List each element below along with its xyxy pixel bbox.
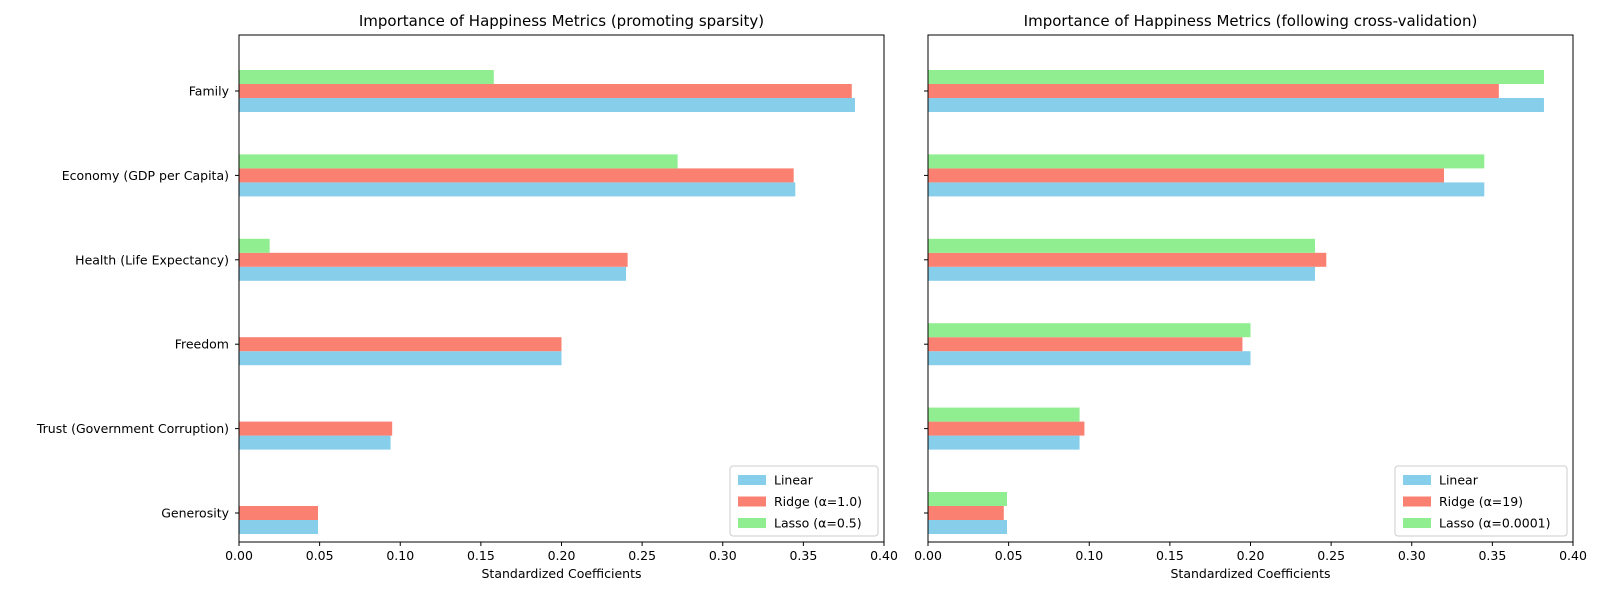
legend-box	[1394, 465, 1568, 537]
x-tick-label: 0.15	[1156, 548, 1184, 563]
bar-ridge-4	[928, 337, 1243, 352]
x-tick-label: 0.15	[467, 548, 495, 563]
bar-lasso-1	[928, 70, 1544, 84]
legend-swatch	[738, 518, 766, 528]
legend-entry: Ridge (α=19)	[1439, 494, 1523, 509]
bar-linear-5	[928, 435, 1080, 450]
legend: Linear Ridge (α=19) Lasso (α=0.0001)	[1394, 465, 1568, 537]
bar-ridge-1	[928, 84, 1499, 98]
bar-linear-5	[239, 435, 391, 450]
bar-lasso-4	[928, 323, 1251, 338]
bar-ridge-3	[928, 252, 1327, 267]
x-tick-label: 0.10	[386, 548, 414, 563]
legend: Linear Ridge (α=1.0) Lasso (α=0.5)	[729, 465, 879, 537]
legend-box	[729, 465, 879, 537]
bar-linear-2	[928, 182, 1485, 197]
bar-linear-2	[239, 182, 796, 197]
legend-swatch	[738, 496, 766, 507]
y-tick-label: Freedom	[175, 337, 229, 352]
bar-linear-6	[928, 520, 1008, 534]
y-tick-label: Trust (Government Corruption)	[36, 421, 229, 436]
bar-lasso-5	[928, 407, 1080, 422]
bar-linear-6	[239, 520, 319, 534]
legend-entry: Ridge (α=1.0)	[774, 494, 862, 509]
x-axis-label: Standardized Coefficients	[1170, 566, 1330, 581]
bar-ridge-6	[928, 506, 1004, 520]
x-axis-label: Standardized Coefficients	[481, 566, 641, 581]
bar-lasso-6	[928, 492, 1008, 506]
legend-swatch	[1403, 475, 1431, 485]
legend-swatch	[1403, 518, 1431, 528]
chart-panel-2: 0.00 0.05 0.10 0.15 0.20 0.25 0.30 0.35 0.40 Stan…	[914, 12, 1587, 581]
bar-linear-1	[239, 98, 855, 112]
x-tick-label: 0.35	[789, 548, 817, 563]
bar-ridge-2	[239, 168, 794, 183]
x-tick-label: 0.30	[1398, 548, 1426, 563]
x-tick-label: 0.25	[1317, 548, 1345, 563]
bar-lasso-2	[239, 154, 678, 169]
x-tick-label: 0.05	[306, 548, 334, 563]
y-tick-label: Economy (GDP per Capita)	[62, 168, 229, 183]
bar-ridge-1	[239, 84, 852, 98]
x-tick-label: 0.00	[225, 548, 253, 563]
x-tick-label: 0.40	[1559, 548, 1587, 563]
bar-linear-4	[928, 351, 1251, 366]
bar-lasso-3	[928, 238, 1315, 253]
y-tick-label: Health (Life Expectancy)	[75, 252, 229, 267]
legend-entry: Lasso (α=0.0001)	[1439, 516, 1550, 531]
bar-ridge-5	[239, 421, 393, 436]
chart-panel-1: Family Economy (GDP per Capita) Health (Li…	[36, 12, 898, 581]
x-tick-label: 0.25	[628, 548, 656, 563]
bar-ridge-3	[239, 252, 628, 267]
bar-ridge-4	[239, 337, 562, 352]
bar-lasso-2	[928, 154, 1485, 169]
bar-linear-4	[239, 351, 562, 366]
bar-linear-3	[928, 266, 1315, 281]
y-tick-label: Generosity	[161, 506, 229, 521]
x-tick-label: 0.20	[1237, 548, 1265, 563]
bar-linear-1	[928, 98, 1544, 112]
legend-swatch	[738, 475, 766, 485]
legend-entry: Linear	[774, 473, 814, 488]
bar-ridge-2	[928, 168, 1444, 183]
y-tick-label: Family	[189, 84, 230, 99]
bar-linear-3	[239, 266, 626, 281]
x-tick-label: 0.40	[870, 548, 898, 563]
x-tick-label: 0.00	[914, 548, 942, 563]
x-tick-label: 0.35	[1478, 548, 1506, 563]
x-tick-label: 0.30	[709, 548, 737, 563]
chart-title: Importance of Happiness Metrics (followi…	[1024, 12, 1478, 30]
bar-lasso-3	[239, 238, 270, 253]
bar-ridge-5	[928, 421, 1085, 436]
x-tick-label: 0.05	[995, 548, 1023, 563]
legend-entry: Lasso (α=0.5)	[774, 516, 862, 531]
legend-swatch	[1403, 496, 1431, 507]
bar-lasso-1	[239, 70, 494, 84]
x-tick-label: 0.10	[1075, 548, 1103, 563]
legend-entry: Linear	[1439, 473, 1479, 488]
x-tick-label: 0.20	[548, 548, 576, 563]
chart-title: Importance of Happiness Metrics (promoti…	[359, 12, 764, 30]
bar-ridge-6	[239, 506, 319, 520]
